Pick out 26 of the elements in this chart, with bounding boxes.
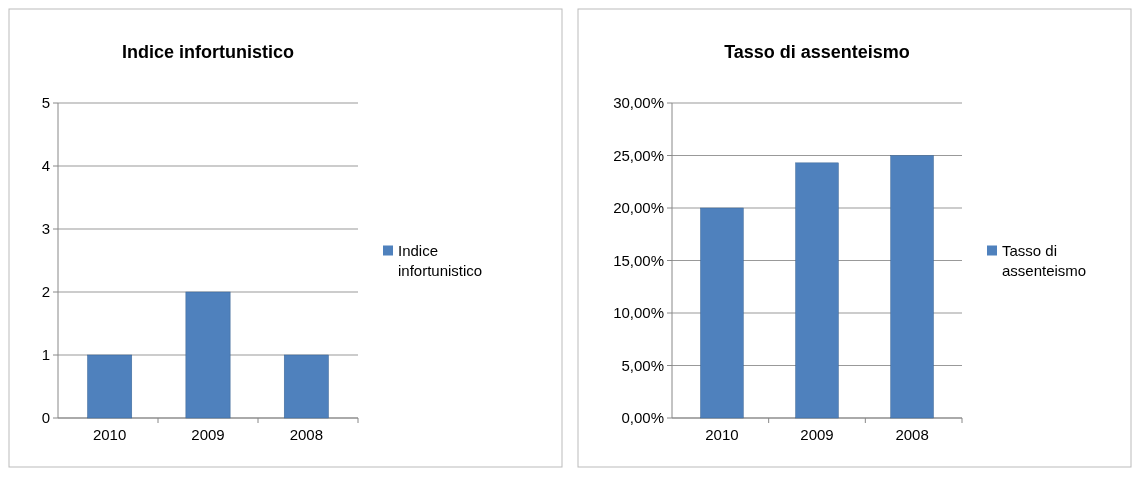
y-tick-label: 2 [41, 283, 50, 301]
y-tick-label: 4 [41, 157, 50, 175]
legend-label: Tasso di assenteismo [1002, 241, 1087, 279]
y-tick-label: 15,00% [613, 251, 664, 269]
y-tick-label: 25,00% [613, 146, 664, 164]
x-tick-label: 2008 [895, 426, 929, 443]
y-tick-label: 30,00% [613, 94, 664, 112]
x-tick-label: 2009 [191, 426, 225, 443]
y-tick-label: 5,00% [621, 356, 664, 374]
legend-label: Indice infortunistico [398, 241, 483, 279]
y-tick-label: 5 [41, 94, 50, 112]
y-tick-label: 0,00% [621, 409, 664, 427]
x-tick-label: 2010 [705, 426, 739, 443]
chart-title: Indice infortunistico [121, 42, 295, 62]
bar [890, 155, 934, 419]
x-tick-label: 2008 [289, 426, 324, 443]
y-tick-label: 20,00% [613, 199, 664, 217]
y-tick-label: 1 [41, 346, 50, 364]
chart-title: Tasso di assenteismo [724, 42, 910, 62]
y-tick-label: 10,00% [613, 304, 664, 322]
bar [795, 162, 839, 419]
y-tick-label: 0 [41, 409, 50, 427]
y-tick-label: 3 [41, 220, 50, 238]
bar [700, 207, 744, 419]
x-tick-label: 2010 [92, 426, 127, 443]
x-tick-label: 2009 [800, 426, 834, 443]
